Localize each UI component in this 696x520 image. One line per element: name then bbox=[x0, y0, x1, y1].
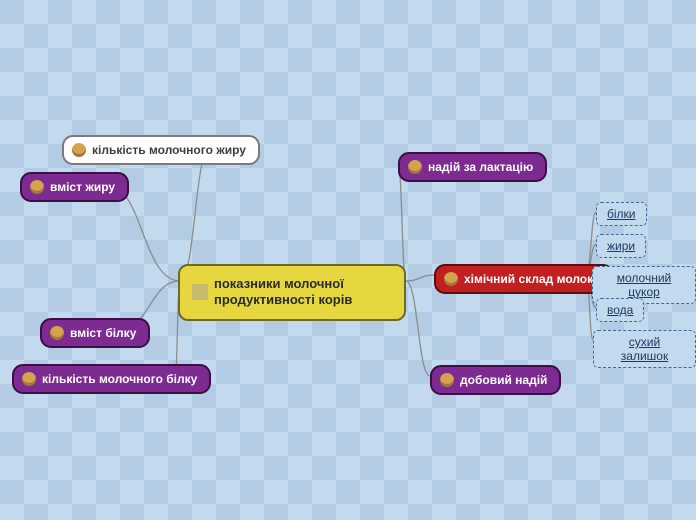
branch-label: кількість молочного жиру bbox=[92, 143, 246, 157]
branch-label: вміст жиру bbox=[50, 180, 115, 194]
branch-label: вміст білку bbox=[70, 326, 136, 340]
leaf-node[interactable]: жири bbox=[596, 234, 646, 258]
central-topic[interactable]: показники молочної продуктивності корів bbox=[178, 264, 406, 321]
cow-icon bbox=[22, 372, 36, 386]
branch-label: добовий надій bbox=[460, 373, 547, 387]
cow-icon bbox=[30, 180, 44, 194]
leaf-node[interactable]: сухий залишок bbox=[593, 330, 696, 368]
branch-b5[interactable]: надій за лактацію bbox=[398, 152, 547, 182]
branch-b2[interactable]: вміст жиру bbox=[20, 172, 129, 202]
cow-icon bbox=[50, 326, 64, 340]
branch-b3[interactable]: вміст білку bbox=[40, 318, 150, 348]
branch-b6[interactable]: хімічний склад молока bbox=[434, 264, 614, 294]
background-grid bbox=[0, 0, 696, 520]
cow-icon bbox=[408, 160, 422, 174]
central-topic-label: показники молочної продуктивності корів bbox=[214, 276, 390, 309]
cow-icon bbox=[72, 143, 86, 157]
cow-icon bbox=[440, 373, 454, 387]
branch-b4[interactable]: кількість молочного білку bbox=[12, 364, 211, 394]
mindmap-canvas: показники молочної продуктивності корів к… bbox=[0, 0, 696, 520]
topic-icon bbox=[192, 284, 208, 300]
branch-b7[interactable]: добовий надій bbox=[430, 365, 561, 395]
cow-icon bbox=[444, 272, 458, 286]
branch-label: кількість молочного білку bbox=[42, 372, 197, 386]
branch-label: надій за лактацію bbox=[428, 160, 533, 174]
branch-label: хімічний склад молока bbox=[464, 272, 600, 286]
branch-b1[interactable]: кількість молочного жиру bbox=[62, 135, 260, 165]
leaf-node[interactable]: вода bbox=[596, 298, 644, 322]
leaf-node[interactable]: білки bbox=[596, 202, 647, 226]
